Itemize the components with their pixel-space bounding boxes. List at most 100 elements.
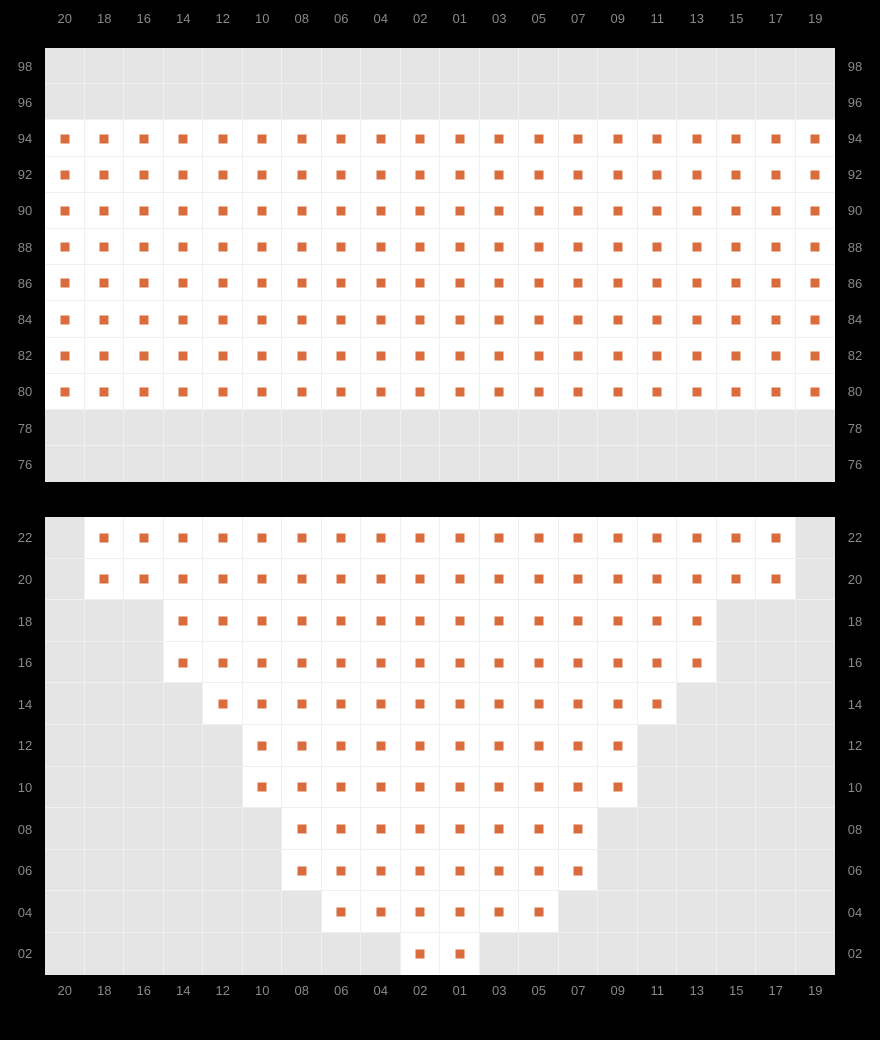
seat-marker bbox=[692, 279, 701, 288]
row-label-left: 22 bbox=[10, 531, 40, 544]
empty-cell bbox=[756, 683, 796, 725]
empty-cell bbox=[243, 891, 283, 933]
seat-marker bbox=[613, 387, 622, 396]
seat-marker bbox=[258, 170, 267, 179]
seat-marker bbox=[534, 617, 543, 626]
empty-cell bbox=[796, 84, 836, 120]
empty-cell bbox=[361, 410, 401, 446]
seat-marker bbox=[534, 575, 543, 584]
empty-cell bbox=[45, 600, 85, 642]
empty-cell bbox=[638, 767, 678, 809]
empty-cell bbox=[203, 850, 243, 892]
seat-marker bbox=[732, 243, 741, 252]
row-label-right: 78 bbox=[840, 422, 870, 435]
row-label-left: 12 bbox=[10, 739, 40, 752]
empty-cell bbox=[756, 48, 796, 84]
seat-marker bbox=[179, 575, 188, 584]
empty-cell bbox=[796, 517, 836, 559]
empty-cell bbox=[440, 84, 480, 120]
empty-cell bbox=[677, 767, 717, 809]
seat-marker bbox=[258, 533, 267, 542]
seat-marker bbox=[179, 351, 188, 360]
empty-cell bbox=[45, 48, 85, 84]
empty-cell bbox=[519, 48, 559, 84]
seat-marker bbox=[771, 387, 780, 396]
empty-cell bbox=[677, 933, 717, 975]
row-label-left: 20 bbox=[10, 573, 40, 586]
empty-cell bbox=[124, 850, 164, 892]
empty-cell bbox=[519, 84, 559, 120]
empty-cell bbox=[45, 446, 85, 482]
seat-marker bbox=[495, 617, 504, 626]
seat-marker bbox=[534, 134, 543, 143]
seat-marker bbox=[100, 575, 109, 584]
col-label-bottom: 02 bbox=[405, 984, 435, 997]
seat-marker bbox=[495, 908, 504, 917]
seat-marker bbox=[337, 134, 346, 143]
empty-cell bbox=[45, 517, 85, 559]
empty-cell bbox=[717, 725, 757, 767]
seat-marker bbox=[574, 279, 583, 288]
empty-cell bbox=[638, 725, 678, 767]
seat-marker bbox=[455, 243, 464, 252]
row-label-left: 10 bbox=[10, 781, 40, 794]
col-label-top: 05 bbox=[524, 12, 554, 25]
seat-marker bbox=[297, 741, 306, 750]
row-label-left: 96 bbox=[10, 96, 40, 109]
seat-marker bbox=[297, 206, 306, 215]
col-label-bottom: 12 bbox=[208, 984, 238, 997]
seat-marker bbox=[613, 243, 622, 252]
empty-cell bbox=[519, 410, 559, 446]
seat-marker bbox=[297, 700, 306, 709]
seat-marker bbox=[258, 575, 267, 584]
col-label-bottom: 18 bbox=[89, 984, 119, 997]
seat-marker bbox=[258, 279, 267, 288]
seat-marker bbox=[455, 170, 464, 179]
empty-cell bbox=[45, 84, 85, 120]
seat-marker bbox=[337, 658, 346, 667]
empty-cell bbox=[164, 446, 204, 482]
seat-marker bbox=[337, 908, 346, 917]
empty-cell bbox=[45, 933, 85, 975]
seat-marker bbox=[297, 617, 306, 626]
seat-marker bbox=[495, 243, 504, 252]
empty-cell bbox=[85, 808, 125, 850]
empty-cell bbox=[401, 84, 441, 120]
empty-cell bbox=[717, 683, 757, 725]
seat-marker bbox=[692, 575, 701, 584]
empty-cell bbox=[361, 84, 401, 120]
empty-cell bbox=[203, 767, 243, 809]
seat-marker bbox=[534, 866, 543, 875]
seat-marker bbox=[139, 279, 148, 288]
seat-marker bbox=[574, 351, 583, 360]
seat-marker bbox=[771, 243, 780, 252]
seat-marker bbox=[218, 315, 227, 324]
seat-marker bbox=[653, 533, 662, 542]
empty-cell bbox=[638, 808, 678, 850]
empty-cell bbox=[322, 446, 362, 482]
empty-cell bbox=[85, 48, 125, 84]
seat-marker bbox=[574, 617, 583, 626]
seat-marker bbox=[297, 575, 306, 584]
empty-cell bbox=[85, 850, 125, 892]
seat-marker bbox=[613, 533, 622, 542]
seat-marker bbox=[258, 700, 267, 709]
empty-cell bbox=[756, 808, 796, 850]
empty-cell bbox=[203, 446, 243, 482]
seat-marker bbox=[455, 783, 464, 792]
seat-marker bbox=[376, 243, 385, 252]
empty-cell bbox=[717, 600, 757, 642]
row-label-right: 18 bbox=[840, 615, 870, 628]
empty-cell bbox=[124, 767, 164, 809]
empty-cell bbox=[677, 48, 717, 84]
empty-cell bbox=[796, 600, 836, 642]
col-label-bottom: 03 bbox=[484, 984, 514, 997]
seat-marker bbox=[495, 134, 504, 143]
row-label-right: 98 bbox=[840, 60, 870, 73]
seat-marker bbox=[732, 279, 741, 288]
seat-marker bbox=[416, 351, 425, 360]
seat-marker bbox=[653, 315, 662, 324]
empty-cell bbox=[638, 84, 678, 120]
empty-cell bbox=[124, 410, 164, 446]
seat-marker bbox=[455, 658, 464, 667]
